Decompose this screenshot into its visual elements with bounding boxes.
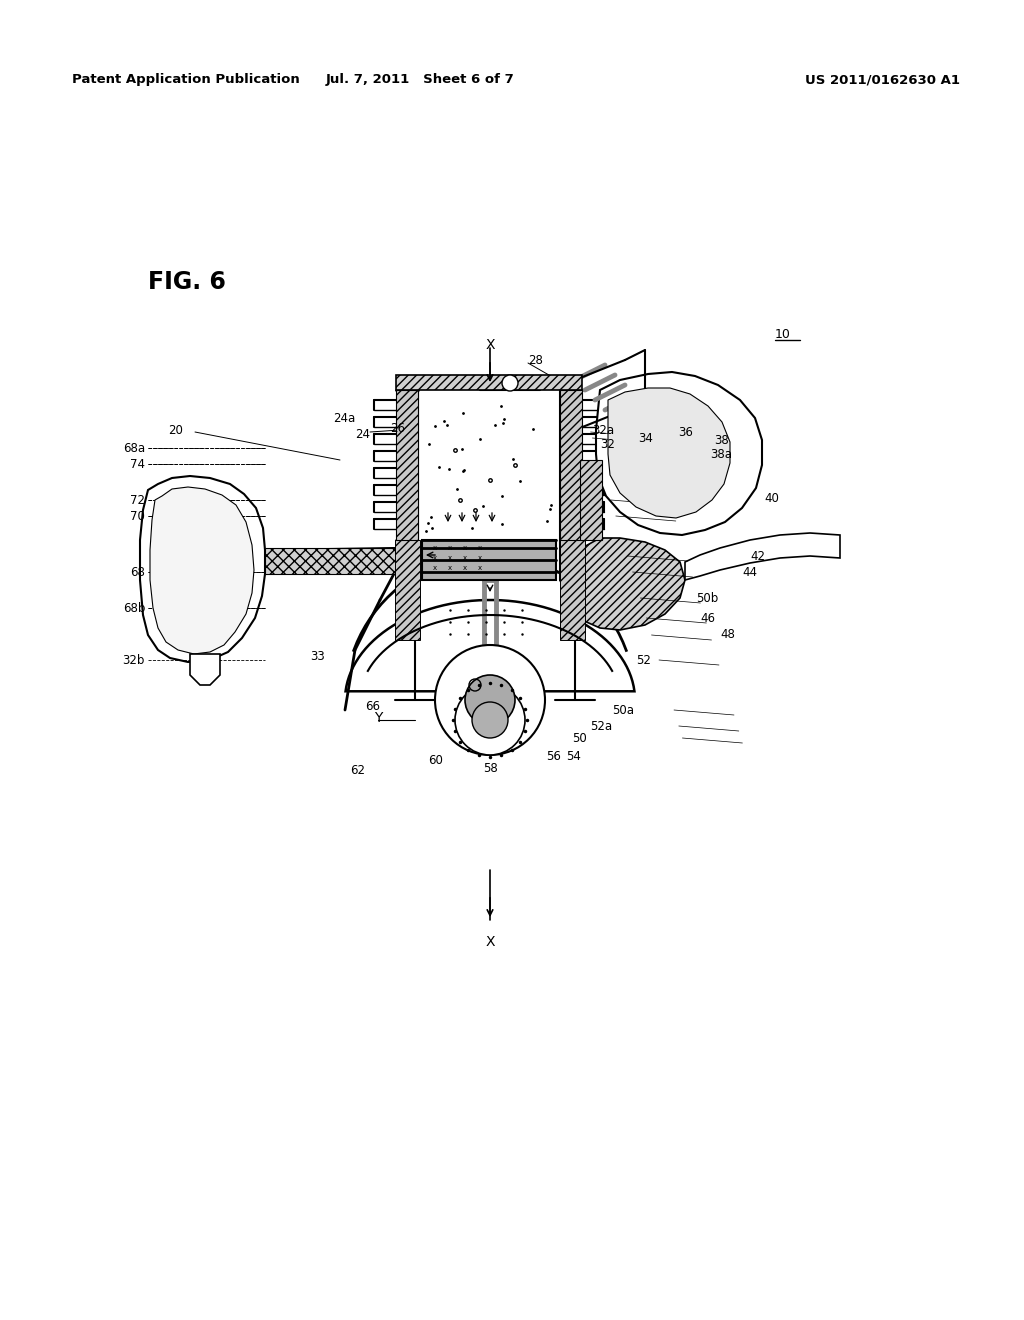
Text: 28: 28 bbox=[528, 354, 543, 367]
Text: 42: 42 bbox=[750, 549, 765, 562]
Circle shape bbox=[502, 375, 518, 391]
Polygon shape bbox=[685, 533, 840, 579]
Bar bbox=[396, 375, 582, 389]
Text: x: x bbox=[433, 554, 437, 561]
Text: X: X bbox=[485, 338, 495, 352]
Text: 54: 54 bbox=[566, 750, 581, 763]
Text: 50a: 50a bbox=[612, 704, 634, 717]
Text: 36: 36 bbox=[678, 425, 693, 438]
Text: x: x bbox=[447, 554, 452, 561]
Text: x: x bbox=[463, 565, 467, 572]
Text: 48: 48 bbox=[720, 628, 735, 642]
Text: x: x bbox=[463, 554, 467, 561]
Text: 52: 52 bbox=[636, 653, 651, 667]
Text: FIG. 6: FIG. 6 bbox=[148, 271, 226, 294]
Text: 68a: 68a bbox=[123, 441, 145, 454]
Text: 10: 10 bbox=[775, 329, 791, 342]
Text: 33: 33 bbox=[310, 649, 325, 663]
Text: 68: 68 bbox=[130, 565, 145, 578]
Text: 24a: 24a bbox=[333, 412, 355, 425]
Text: 38: 38 bbox=[714, 433, 729, 446]
Text: Patent Application Publication: Patent Application Publication bbox=[72, 74, 300, 87]
Text: US 2011/0162630 A1: US 2011/0162630 A1 bbox=[805, 74, 961, 87]
Text: 52a: 52a bbox=[590, 719, 612, 733]
Bar bbox=[422, 540, 556, 579]
Polygon shape bbox=[150, 487, 254, 653]
Text: 32b: 32b bbox=[123, 653, 145, 667]
Text: x: x bbox=[433, 565, 437, 572]
Text: 50: 50 bbox=[572, 731, 587, 744]
Text: 38a: 38a bbox=[710, 447, 732, 461]
Text: x: x bbox=[463, 545, 467, 550]
Text: Jul. 7, 2011   Sheet 6 of 7: Jul. 7, 2011 Sheet 6 of 7 bbox=[326, 74, 514, 87]
Text: 70: 70 bbox=[130, 510, 145, 523]
Text: Y: Y bbox=[374, 711, 382, 725]
Text: 68b: 68b bbox=[123, 602, 145, 615]
Text: 20: 20 bbox=[168, 424, 183, 437]
Text: 58: 58 bbox=[482, 763, 498, 776]
Text: 32a: 32a bbox=[592, 424, 614, 437]
Text: x: x bbox=[433, 545, 437, 550]
Text: x: x bbox=[447, 545, 452, 550]
Text: x: x bbox=[447, 565, 452, 572]
Circle shape bbox=[455, 685, 525, 755]
Text: x: x bbox=[478, 565, 482, 572]
Text: 66: 66 bbox=[365, 700, 380, 713]
Bar bbox=[265, 548, 396, 574]
Bar bbox=[580, 459, 602, 540]
Text: 44: 44 bbox=[742, 565, 757, 578]
Text: 72: 72 bbox=[130, 494, 145, 507]
Polygon shape bbox=[608, 388, 730, 517]
Circle shape bbox=[472, 702, 508, 738]
Text: x: x bbox=[478, 554, 482, 561]
Text: 62: 62 bbox=[350, 763, 365, 776]
Circle shape bbox=[435, 645, 545, 755]
Circle shape bbox=[465, 675, 515, 725]
Text: 24: 24 bbox=[355, 429, 370, 441]
Bar bbox=[395, 540, 420, 640]
Text: 60: 60 bbox=[429, 754, 443, 767]
Polygon shape bbox=[582, 539, 685, 630]
Text: 26: 26 bbox=[390, 421, 406, 434]
Bar bbox=[560, 540, 585, 640]
Text: 34: 34 bbox=[638, 432, 653, 445]
Polygon shape bbox=[596, 372, 762, 535]
Polygon shape bbox=[190, 653, 220, 685]
Bar bbox=[396, 389, 418, 540]
Text: 50b: 50b bbox=[696, 591, 718, 605]
Text: x: x bbox=[478, 545, 482, 550]
Text: 74: 74 bbox=[130, 458, 145, 470]
Text: X: X bbox=[485, 935, 495, 949]
Text: 46: 46 bbox=[700, 611, 715, 624]
Text: 32: 32 bbox=[600, 438, 614, 451]
Polygon shape bbox=[140, 477, 265, 663]
Text: 40: 40 bbox=[764, 491, 779, 504]
Bar bbox=[560, 389, 582, 540]
Text: 56: 56 bbox=[546, 751, 561, 763]
